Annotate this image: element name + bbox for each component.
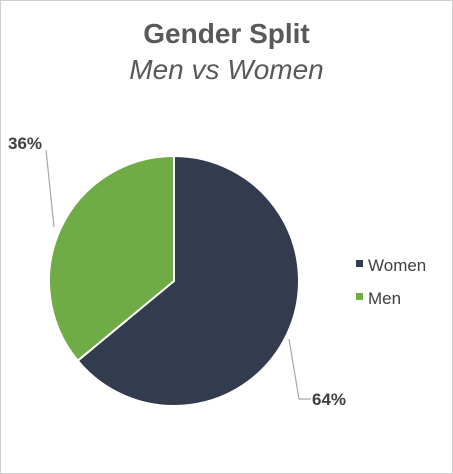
data-label-men: 36% bbox=[8, 134, 42, 153]
pie-slice-men bbox=[48, 154, 175, 363]
legend-swatch-women bbox=[356, 260, 363, 267]
legend: Women Men bbox=[356, 256, 426, 308]
chart-subtitle: Men vs Women bbox=[129, 54, 324, 85]
legend-label-men: Men bbox=[368, 289, 401, 308]
legend-label-women: Women bbox=[368, 256, 426, 275]
data-label-women: 64% bbox=[312, 390, 346, 409]
chart-title: Gender Split bbox=[143, 18, 310, 49]
leader-line-women bbox=[288, 338, 311, 400]
legend-swatch-men bbox=[356, 293, 363, 300]
pie-slice-women bbox=[76, 154, 300, 407]
leader-line-men bbox=[45, 149, 55, 228]
